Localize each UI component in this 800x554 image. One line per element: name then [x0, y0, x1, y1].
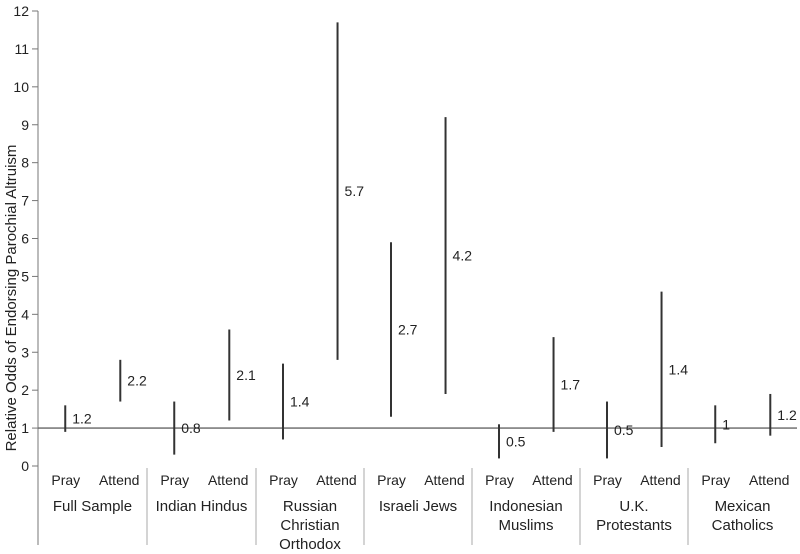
value-label: 1.4: [290, 394, 310, 410]
y-tick-label: 6: [21, 231, 29, 247]
subcategory-label: Pray: [377, 472, 406, 488]
group-label: Indonesian: [489, 498, 562, 515]
subcategory-label: Attend: [424, 472, 464, 488]
group-label: Catholics: [712, 517, 774, 534]
group-label: Israeli Jews: [379, 498, 457, 515]
y-tick-label: 8: [21, 155, 29, 171]
subcategory-label: Attend: [640, 472, 680, 488]
subcategory-label: Pray: [51, 472, 80, 488]
category-layer: Pray Attend Full Sample Pray Attend Indian Hi…: [51, 472, 789, 553]
y-tick-label: 11: [14, 41, 29, 57]
value-label: 5.7: [345, 183, 365, 199]
subcategory-label: Pray: [160, 472, 189, 488]
value-label: 4.2: [453, 248, 473, 264]
y-tick-label: 5: [21, 268, 29, 284]
y-tick-label: 1: [21, 420, 29, 436]
value-label: 1: [722, 416, 730, 432]
y-tick-label: 10: [13, 79, 29, 95]
value-label: 2.1: [236, 367, 256, 383]
value-label: 0.5: [614, 422, 634, 438]
y-tick-label: 9: [21, 117, 29, 133]
value-label: 1.7: [561, 376, 581, 392]
y-tick-label: 12: [13, 3, 29, 19]
group-label: U.K.: [619, 498, 648, 515]
group-label: Full Sample: [53, 498, 132, 515]
value-label: 2.2: [127, 373, 147, 389]
group-label: Protestants: [596, 517, 672, 534]
y-axis-label: Relative Odds of Endorsing Parochial Alt…: [3, 145, 20, 452]
bar-layer: 1.2 2.2 0.8 2.1 1.4 5.7 2.7 4.2 0.5 1.7 0.5 1.4 1 1.2: [64, 22, 797, 459]
y-tick-label: 3: [21, 344, 29, 360]
group-label: Orthodox: [279, 536, 341, 553]
value-label: 2.7: [398, 322, 418, 338]
value-label: 0.5: [506, 433, 526, 449]
group-label: Indian Hindus: [156, 498, 248, 515]
y-tick-label: 4: [21, 306, 29, 322]
subcategory-label: Attend: [749, 472, 789, 488]
y-tick-label: 7: [21, 193, 29, 209]
subcategory-label: Attend: [99, 472, 139, 488]
subcategory-label: Pray: [485, 472, 514, 488]
y-tick-label: 2: [21, 382, 29, 398]
subcategory-label: Pray: [593, 472, 622, 488]
group-label: Mexican: [715, 498, 771, 515]
value-label: 1.2: [777, 407, 797, 423]
subcategory-label: Pray: [269, 472, 298, 488]
value-label: 1.4: [669, 361, 689, 377]
group-label: Muslims: [499, 517, 554, 534]
subcategory-label: Pray: [701, 472, 730, 488]
group-label: Russian: [283, 498, 337, 515]
value-label: 0.8: [181, 420, 201, 436]
value-label: 1.2: [72, 411, 92, 427]
y-tick-label: 0: [21, 458, 29, 474]
group-label: Christian: [280, 517, 339, 534]
subcategory-label: Attend: [316, 472, 356, 488]
subcategory-label: Attend: [532, 472, 572, 488]
subcategory-label: Attend: [208, 472, 248, 488]
